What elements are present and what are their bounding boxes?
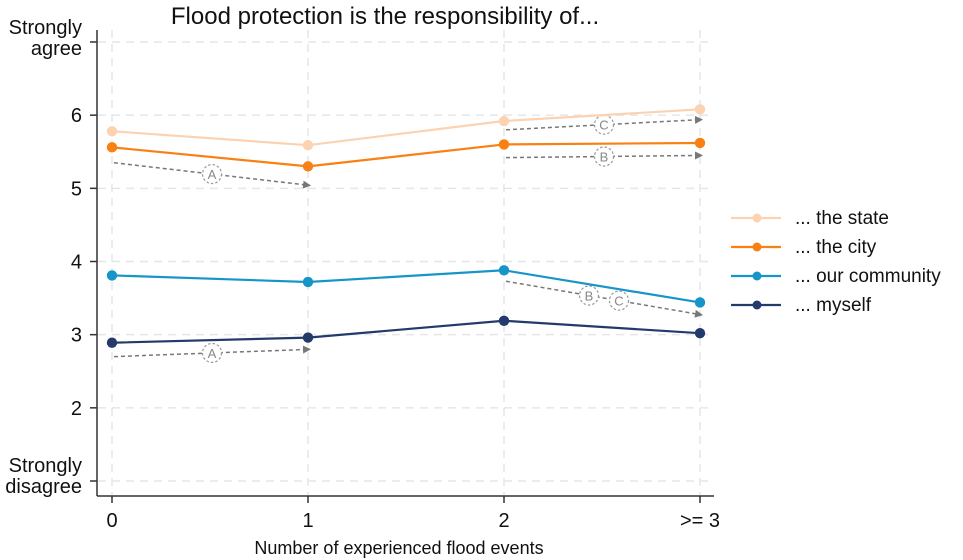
annotation-circle (578, 285, 600, 306)
data-point (694, 137, 706, 149)
legend-label: ... our community (795, 266, 941, 287)
y-tick-label-line: Strongly (9, 17, 82, 39)
annotation-circle (593, 114, 615, 135)
data-point (302, 276, 314, 288)
legend-label: ... the state (795, 208, 889, 229)
series (106, 315, 706, 348)
legend-marker-icon (752, 300, 762, 310)
gridlines (98, 30, 714, 495)
legend-item: ... myself (731, 295, 872, 316)
chart-title: Flood protection is the responsibility o… (171, 3, 599, 30)
y-tick-label: 3 (71, 325, 82, 347)
series-line (111, 319, 701, 344)
legend-label: ... myself (795, 295, 872, 316)
y-tick-label-line: agree (31, 38, 82, 60)
data-point (498, 315, 510, 326)
legend-marker-icon (752, 213, 762, 223)
data-point (694, 297, 706, 308)
annotation-arrow (505, 280, 703, 318)
x-axis-title: Number of experienced flood events (254, 538, 543, 558)
annotation-circle (608, 290, 630, 311)
legend-item: ... our community (731, 266, 941, 287)
annotation-label: C (599, 118, 608, 133)
data-point (694, 104, 706, 115)
series-line (111, 141, 701, 168)
series-line (111, 108, 701, 147)
data-point (106, 270, 118, 281)
data-point (302, 332, 314, 343)
series-group (106, 104, 706, 348)
y-tick-label-line: Strongly (9, 455, 82, 477)
y-tick-label: Strongly disagree (5, 455, 82, 498)
axes (96, 30, 714, 497)
annotations: A A C B B C (113, 114, 703, 364)
data-point (302, 161, 314, 172)
y-tick-label: 2 (71, 398, 82, 420)
x-tick-label: 1 (302, 510, 313, 532)
data-point (302, 139, 314, 151)
annotation-circle (201, 342, 223, 364)
data-point (694, 328, 706, 339)
data-point (498, 115, 510, 127)
data-point (498, 265, 510, 276)
legend: ... the state ... the city ... our communi… (731, 208, 941, 316)
annotation-label: B (600, 150, 609, 165)
legend-marker-icon (752, 271, 762, 281)
x-tick-label: >= 3 (680, 510, 720, 532)
data-point (498, 139, 510, 150)
y-tick-label: Strongly agree (9, 17, 82, 60)
annotation-label: A (208, 346, 217, 361)
data-point (106, 126, 118, 137)
series (106, 137, 706, 172)
annotation-label: A (208, 167, 217, 182)
annotation-label: C (614, 294, 623, 309)
y-tick-label: 5 (71, 178, 82, 200)
y-tick-label-line: disagree (5, 476, 82, 498)
series (106, 265, 706, 308)
series-line (111, 269, 701, 304)
data-point (106, 142, 118, 153)
x-tick-label: 0 (106, 510, 117, 532)
annotation-label: B (585, 289, 594, 304)
annotation-circle (201, 163, 223, 185)
legend-item: ... the city (731, 237, 877, 258)
annotation-circle (593, 146, 615, 167)
y-tick-label: 6 (71, 105, 82, 127)
legend-item: ... the state (731, 208, 889, 229)
data-point (106, 337, 118, 348)
x-axis-ticks: 0 1 2 >= 3 (106, 496, 720, 532)
y-tick-label: 4 (71, 252, 82, 274)
x-tick-label: 2 (498, 510, 509, 532)
series (106, 104, 706, 151)
legend-label: ... the city (795, 237, 877, 258)
legend-marker-icon (752, 242, 762, 252)
